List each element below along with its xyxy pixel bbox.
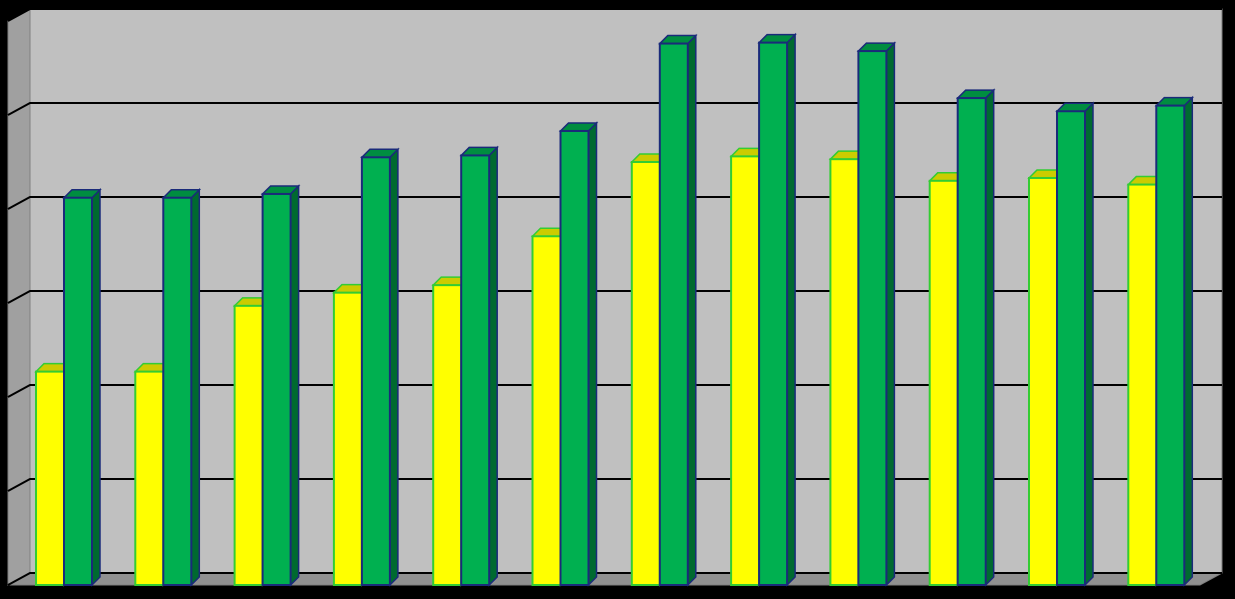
bar [460, 154, 491, 586]
bar-side [786, 32, 796, 587]
bar [35, 370, 65, 586]
bar [432, 284, 463, 586]
grid-line [7, 572, 1222, 586]
bar-side [289, 184, 300, 587]
bar-side [885, 41, 896, 587]
grid-line [7, 384, 1222, 398]
bar [261, 192, 292, 587]
bar-side [587, 121, 598, 587]
bar-side [687, 33, 697, 587]
bar-side [984, 88, 995, 587]
bar [928, 179, 959, 587]
bar [1028, 176, 1058, 586]
bar [1155, 104, 1186, 586]
bar [332, 291, 363, 586]
bar [360, 156, 391, 587]
bar-side [1183, 95, 1194, 587]
bar [1056, 110, 1086, 587]
grid-line [7, 290, 1222, 304]
grid-line [7, 196, 1222, 210]
bar [162, 196, 193, 586]
bar-side [389, 147, 399, 587]
bar [630, 161, 661, 586]
bar [956, 97, 987, 587]
grid-line [7, 102, 1222, 116]
grid-line [7, 478, 1222, 492]
bar [559, 129, 590, 586]
bar [730, 155, 761, 587]
bar [63, 196, 93, 586]
bar-side [190, 187, 201, 587]
bar-side [1084, 101, 1094, 587]
bar [1127, 183, 1158, 586]
bar [134, 370, 165, 586]
bar [531, 235, 562, 586]
grid-line [7, 8, 1222, 22]
bar [658, 42, 689, 587]
bar-side [91, 187, 101, 587]
bar [758, 41, 789, 587]
bar-side [488, 145, 498, 587]
bar [857, 50, 888, 586]
bar [829, 158, 860, 586]
bar [233, 304, 264, 586]
